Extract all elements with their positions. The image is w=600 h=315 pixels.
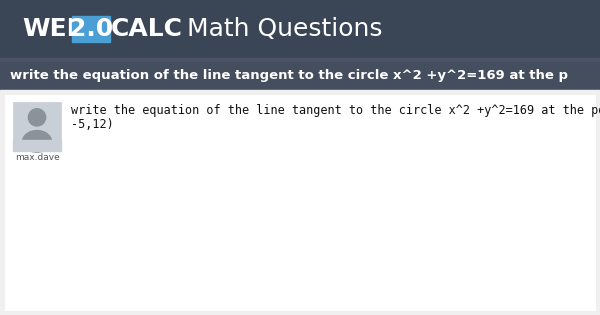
Text: CALC: CALC — [111, 17, 183, 41]
Bar — [0, 0, 600, 58]
Bar — [0, 62, 600, 90]
Ellipse shape — [23, 130, 52, 152]
Bar — [5, 95, 595, 310]
Bar — [13, 102, 61, 150]
Bar — [0, 58, 600, 62]
Circle shape — [28, 109, 46, 126]
Bar — [13, 140, 61, 151]
Text: WEB: WEB — [22, 17, 86, 41]
Text: 2.0: 2.0 — [69, 17, 113, 41]
Text: Math Questions: Math Questions — [163, 17, 383, 41]
Bar — [0, 90, 600, 315]
Text: write the equation of the line tangent to the circle x^2 +y^2=169 at the point (: write the equation of the line tangent t… — [71, 104, 600, 117]
Text: max.dave: max.dave — [14, 153, 59, 162]
Text: write the equation of the line tangent to the circle x^2 +y^2=169 at the p: write the equation of the line tangent t… — [10, 70, 568, 83]
Text: -5,12): -5,12) — [71, 118, 114, 131]
Bar — [72, 16, 110, 42]
